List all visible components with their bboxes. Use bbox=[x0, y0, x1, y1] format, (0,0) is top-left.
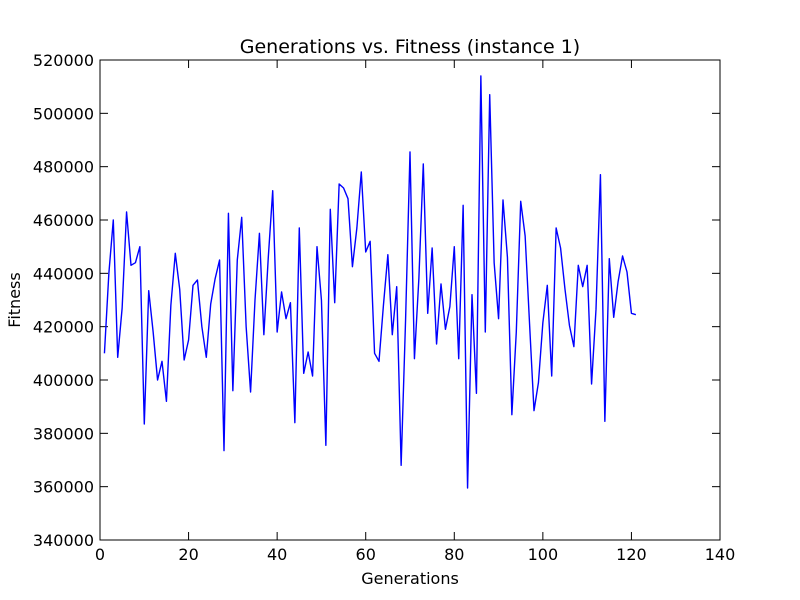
chart-title: Generations vs. Fitness (instance 1) bbox=[240, 36, 580, 58]
x-tick-label: 100 bbox=[528, 545, 559, 564]
x-tick-label: 60 bbox=[356, 545, 376, 564]
plot-area-frame bbox=[99, 59, 721, 541]
series-line-fitness bbox=[103, 75, 637, 489]
x-tick-label: 0 bbox=[95, 545, 105, 564]
y-tick-label: 500000 bbox=[33, 104, 94, 123]
x-tick-label: 40 bbox=[267, 545, 287, 564]
x-tick-label: 80 bbox=[444, 545, 464, 564]
x-tick-label: 120 bbox=[616, 545, 647, 564]
y-tick-label: 520000 bbox=[33, 51, 94, 70]
x-axis-title: Generations bbox=[361, 569, 459, 588]
y-tick-label: 460000 bbox=[33, 211, 94, 230]
y-axis-title: Fitness bbox=[5, 272, 24, 327]
x-tick-label: 140 bbox=[705, 545, 736, 564]
y-tick-label: 480000 bbox=[33, 158, 94, 177]
y-tick-label: 340000 bbox=[33, 531, 94, 550]
y-tick-label: 420000 bbox=[33, 318, 94, 337]
axis-ticks bbox=[99, 59, 721, 541]
y-tick-label: 360000 bbox=[33, 478, 94, 497]
y-tick-label: 400000 bbox=[33, 371, 94, 390]
axis-tick-labels: 0 20 40 60 80 100 120 140 340000 360000 380000 4000… bbox=[33, 51, 735, 564]
y-tick-label: 380000 bbox=[33, 424, 94, 443]
x-tick-label: 20 bbox=[178, 545, 198, 564]
y-tick-label: 440000 bbox=[33, 264, 94, 283]
